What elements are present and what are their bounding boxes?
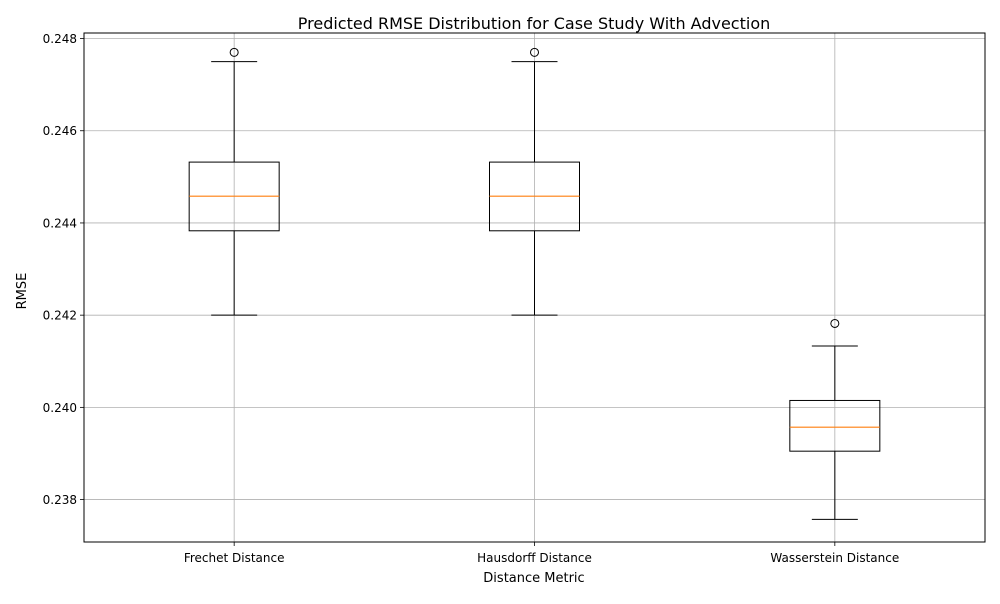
y-tick-label: 0.246	[43, 124, 77, 138]
y-tick-label: 0.238	[43, 493, 77, 507]
iqr-box	[789, 399, 881, 452]
box-layer	[188, 47, 881, 520]
x-tick-label: Wasserstein Distance	[770, 551, 899, 565]
box-1	[188, 47, 280, 316]
x-axis-label: Distance Metric	[483, 571, 584, 586]
tick-layer: 0.238 0.240 0.242 0.244 0.246 0.248 Frechet Di…	[43, 32, 900, 565]
x-tick-label: Frechet Distance	[184, 551, 285, 565]
y-tick-label: 0.248	[43, 32, 77, 46]
chart-title: Predicted RMSE Distribution for Case Stu…	[298, 14, 771, 33]
outlier-point	[830, 318, 840, 328]
box-2	[489, 47, 580, 316]
y-axis-label: RMSE	[15, 273, 30, 310]
y-tick-label: 0.240	[43, 401, 77, 415]
outlier-point	[530, 47, 539, 57]
outlier-point	[229, 47, 239, 57]
x-tick-label: Hausdorff Distance	[477, 551, 592, 565]
box-3	[789, 318, 881, 520]
y-tick-label: 0.242	[43, 309, 77, 323]
y-tick-label: 0.244	[43, 216, 77, 230]
